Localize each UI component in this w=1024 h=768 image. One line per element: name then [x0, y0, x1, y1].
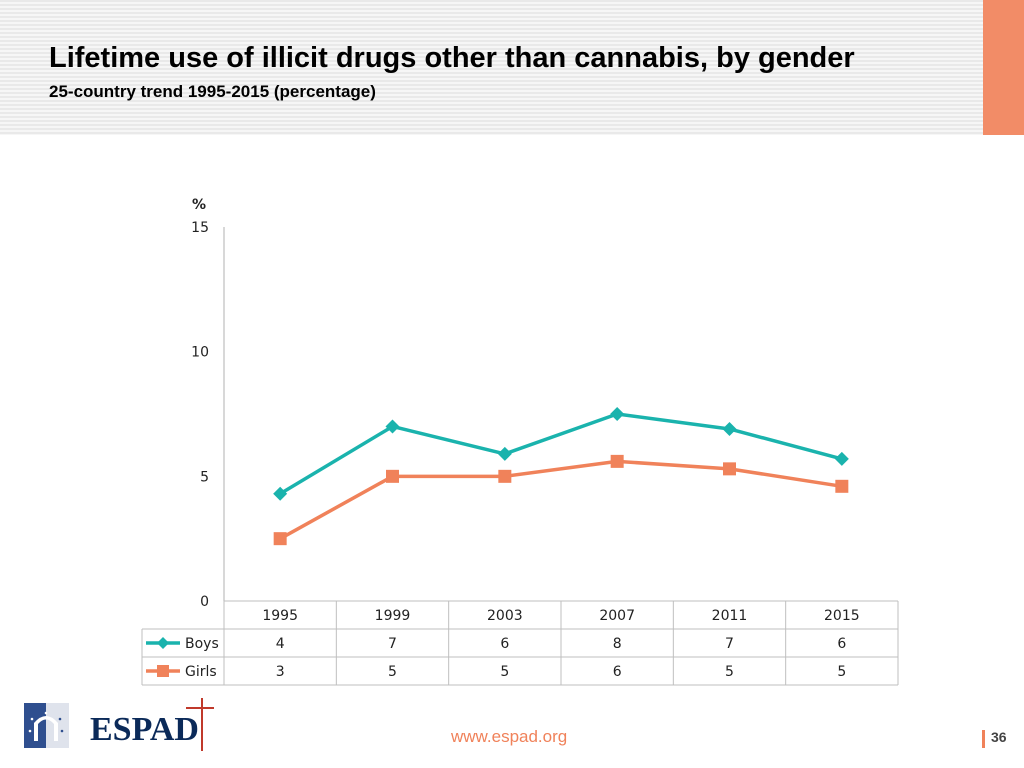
data-point-girls	[498, 469, 512, 483]
data-point-boys	[497, 446, 512, 461]
y-tick-label: 15	[191, 220, 209, 236]
table-cell-boys: 6	[500, 636, 509, 652]
x-category-label: 2011	[712, 608, 748, 624]
series-line-boys	[279, 412, 843, 496]
legend-label-girls: Girls	[185, 664, 217, 680]
footer-website-link[interactable]: www.espad.org	[451, 727, 568, 746]
table-cell-boys: 8	[613, 636, 622, 652]
data-point-boys	[722, 421, 737, 436]
data-point-girls	[610, 454, 624, 468]
data-point-girls	[835, 479, 849, 493]
eu-emcdda-logo	[24, 703, 69, 748]
table-cell-girls: 5	[837, 664, 846, 680]
data-point-boys	[834, 451, 849, 466]
data-point-girls	[386, 469, 399, 483]
y-tick-label: 10	[191, 345, 209, 361]
y-axis-label: %	[192, 197, 206, 213]
page-number: 36	[991, 729, 1007, 745]
espad-logo-text: ESPAD	[90, 711, 199, 748]
series-line-girls	[279, 459, 843, 541]
legend-marker-girls	[157, 665, 169, 677]
slide-title: Lifetime use of illicit drugs other than…	[49, 42, 855, 74]
x-category-label: 2007	[599, 608, 635, 624]
slide-subtitle: 25-country trend 1995-2015 (percentage)	[49, 82, 376, 101]
header-accent-bar	[983, 0, 1024, 135]
table-cell-boys: 4	[276, 636, 285, 652]
x-category-label: 2015	[824, 608, 860, 624]
table-cell-boys: 6	[837, 636, 846, 652]
table-cell-girls: 6	[613, 664, 622, 680]
table-cell-boys: 7	[388, 636, 397, 652]
y-tick-label: 0	[200, 594, 209, 610]
x-category-label: 1995	[262, 608, 298, 624]
data-point-boys	[385, 419, 400, 434]
data-point-boys	[610, 407, 625, 421]
legend-marker-boys	[157, 637, 169, 649]
table-cell-girls: 5	[500, 664, 509, 680]
table-cell-girls: 5	[725, 664, 734, 680]
data-point-boys	[273, 486, 288, 501]
data-point-girls	[723, 462, 736, 476]
page-number-separator	[982, 730, 985, 748]
x-category-label: 2003	[487, 608, 523, 624]
y-tick-label: 5	[200, 469, 209, 485]
table-cell-boys: 7	[725, 636, 734, 652]
table-cell-girls: 3	[276, 664, 285, 680]
espad-logo: ESPAD	[90, 698, 214, 751]
x-category-label: 1999	[375, 608, 411, 624]
slide-header	[0, 0, 983, 135]
table-cell-girls: 5	[388, 664, 397, 680]
data-point-girls	[273, 532, 287, 546]
legend-label-boys: Boys	[185, 636, 219, 652]
